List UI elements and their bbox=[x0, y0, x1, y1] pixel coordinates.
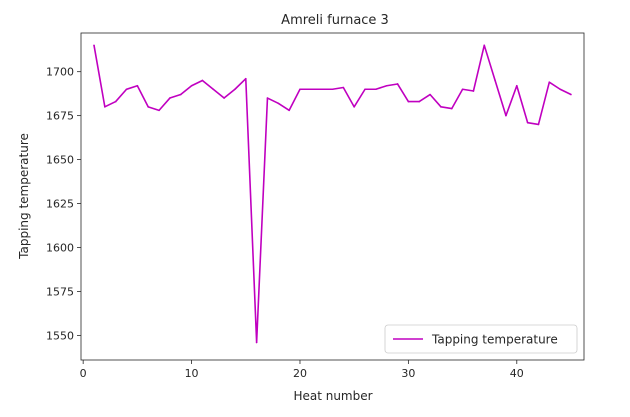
data-point bbox=[440, 106, 442, 108]
data-point bbox=[515, 84, 518, 87]
data-point bbox=[299, 88, 301, 91]
data-point bbox=[494, 79, 496, 82]
legend-label: Tapping temperature bbox=[431, 333, 558, 347]
plot-area bbox=[80, 32, 585, 361]
data-point bbox=[537, 123, 540, 126]
data-point bbox=[136, 84, 139, 87]
data-point bbox=[93, 44, 95, 47]
data-point bbox=[201, 79, 204, 82]
y-axis-title: Tapping temperature bbox=[17, 133, 31, 260]
data-point bbox=[288, 109, 290, 112]
data-point bbox=[244, 77, 247, 80]
legend-box bbox=[384, 324, 578, 354]
data-point bbox=[526, 121, 529, 124]
data-point bbox=[158, 109, 160, 112]
data-point bbox=[169, 97, 171, 99]
data-point bbox=[559, 88, 561, 91]
data-point bbox=[234, 88, 236, 91]
data-point bbox=[548, 81, 551, 84]
y-tick-label: 1650 bbox=[46, 154, 74, 167]
x-axis-title: Heat number bbox=[293, 389, 372, 403]
y-tick-label: 1550 bbox=[46, 329, 74, 342]
data-point bbox=[385, 84, 388, 87]
x-tick-label: 30 bbox=[401, 367, 415, 380]
y-tick-label: 1700 bbox=[46, 66, 74, 79]
data-point bbox=[310, 88, 312, 91]
x-tick-label: 20 bbox=[293, 367, 307, 380]
y-tick-label: 1625 bbox=[46, 198, 74, 211]
data-point bbox=[342, 86, 345, 89]
data-point bbox=[483, 44, 486, 47]
data-point bbox=[223, 97, 225, 99]
data-point bbox=[179, 93, 182, 96]
y-axis-ticks: 1550 1575 1600 1625 1650 1675 1700 bbox=[46, 66, 81, 342]
data-point bbox=[396, 83, 399, 85]
data-point bbox=[505, 114, 507, 117]
legend: Tapping temperature bbox=[384, 324, 578, 354]
data-point bbox=[407, 100, 410, 103]
data-point bbox=[375, 88, 377, 91]
x-tick-label: 40 bbox=[510, 367, 524, 380]
data-point bbox=[461, 88, 464, 91]
data-point bbox=[353, 106, 355, 108]
data-point bbox=[450, 107, 453, 110]
data-points bbox=[93, 44, 572, 344]
data-point bbox=[472, 90, 475, 92]
data-point bbox=[212, 88, 215, 91]
data-point bbox=[320, 88, 323, 91]
data-point bbox=[570, 93, 572, 96]
y-tick-label: 1575 bbox=[46, 285, 74, 298]
data-point bbox=[277, 102, 280, 105]
data-point bbox=[331, 88, 334, 91]
x-tick-label: 10 bbox=[185, 367, 199, 380]
data-point bbox=[147, 106, 150, 108]
data-point bbox=[266, 97, 269, 99]
data-point bbox=[418, 100, 421, 103]
data-point bbox=[364, 88, 366, 91]
chart-title: Amreli furnace 3 bbox=[281, 13, 389, 28]
data-point bbox=[114, 100, 117, 103]
y-tick-label: 1600 bbox=[46, 241, 74, 254]
data-point bbox=[190, 84, 193, 87]
x-tick-label: 0 bbox=[80, 367, 87, 380]
y-tick-label: 1675 bbox=[46, 110, 74, 123]
x-axis-ticks: 0 10 20 30 40 bbox=[80, 360, 524, 380]
data-point bbox=[429, 93, 431, 96]
data-point bbox=[125, 88, 128, 91]
data-point bbox=[255, 341, 258, 344]
data-point bbox=[104, 106, 106, 108]
